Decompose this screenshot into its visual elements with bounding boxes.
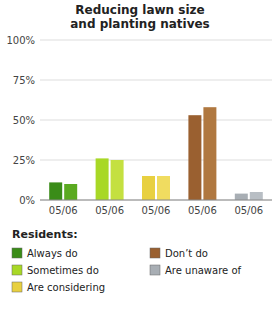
legend-title: Residents: [12, 228, 78, 241]
bar [157, 176, 170, 200]
bar [111, 160, 124, 200]
grid-line [40, 120, 272, 121]
chart: Reducing lawn sizeand planting natives 0%… [0, 0, 280, 328]
y-tick-label: 25% [13, 155, 35, 166]
legend-label: Sometimes do [27, 265, 99, 276]
legend-label: Don’t do [165, 248, 208, 259]
bar [188, 115, 201, 200]
bar [142, 176, 155, 200]
title-line: Reducing lawn size [75, 3, 204, 17]
grid-line [40, 200, 272, 201]
y-tick-label: 75% [13, 75, 35, 86]
y-tick-label: 50% [13, 115, 35, 126]
title-line: and planting natives [70, 17, 210, 31]
grid-line [40, 80, 272, 81]
x-axis-line [40, 200, 272, 201]
bar [64, 184, 77, 200]
bar [250, 192, 263, 200]
grid-line [40, 40, 272, 41]
x-tick-label: 05/06 [95, 205, 124, 216]
legend-swatch [150, 265, 160, 275]
x-tick-label: 05/06 [188, 205, 217, 216]
grid-line [40, 160, 272, 161]
y-tick-label: 0% [19, 195, 35, 206]
y-tick-label: 100% [6, 35, 35, 46]
x-tick-label: 05/06 [49, 205, 78, 216]
legend-swatch [150, 248, 160, 258]
title: Reducing lawn sizeand planting natives [70, 3, 210, 31]
legend-label: Are considering [27, 282, 105, 293]
x-tick-label: 05/06 [142, 205, 171, 216]
legend-swatch [12, 265, 22, 275]
legend-swatch [12, 248, 22, 258]
bar [49, 182, 62, 200]
bar [96, 158, 109, 200]
page: {"chart_data": {"type": "bar", "title": … [0, 0, 280, 328]
legend-label: Are unaware of [165, 265, 242, 276]
x-tick-label: 05/06 [234, 205, 263, 216]
bar [203, 107, 216, 200]
legend-label: Always do [27, 248, 78, 259]
bar [235, 194, 248, 200]
bars [49, 107, 263, 200]
legend-swatch [12, 282, 22, 292]
